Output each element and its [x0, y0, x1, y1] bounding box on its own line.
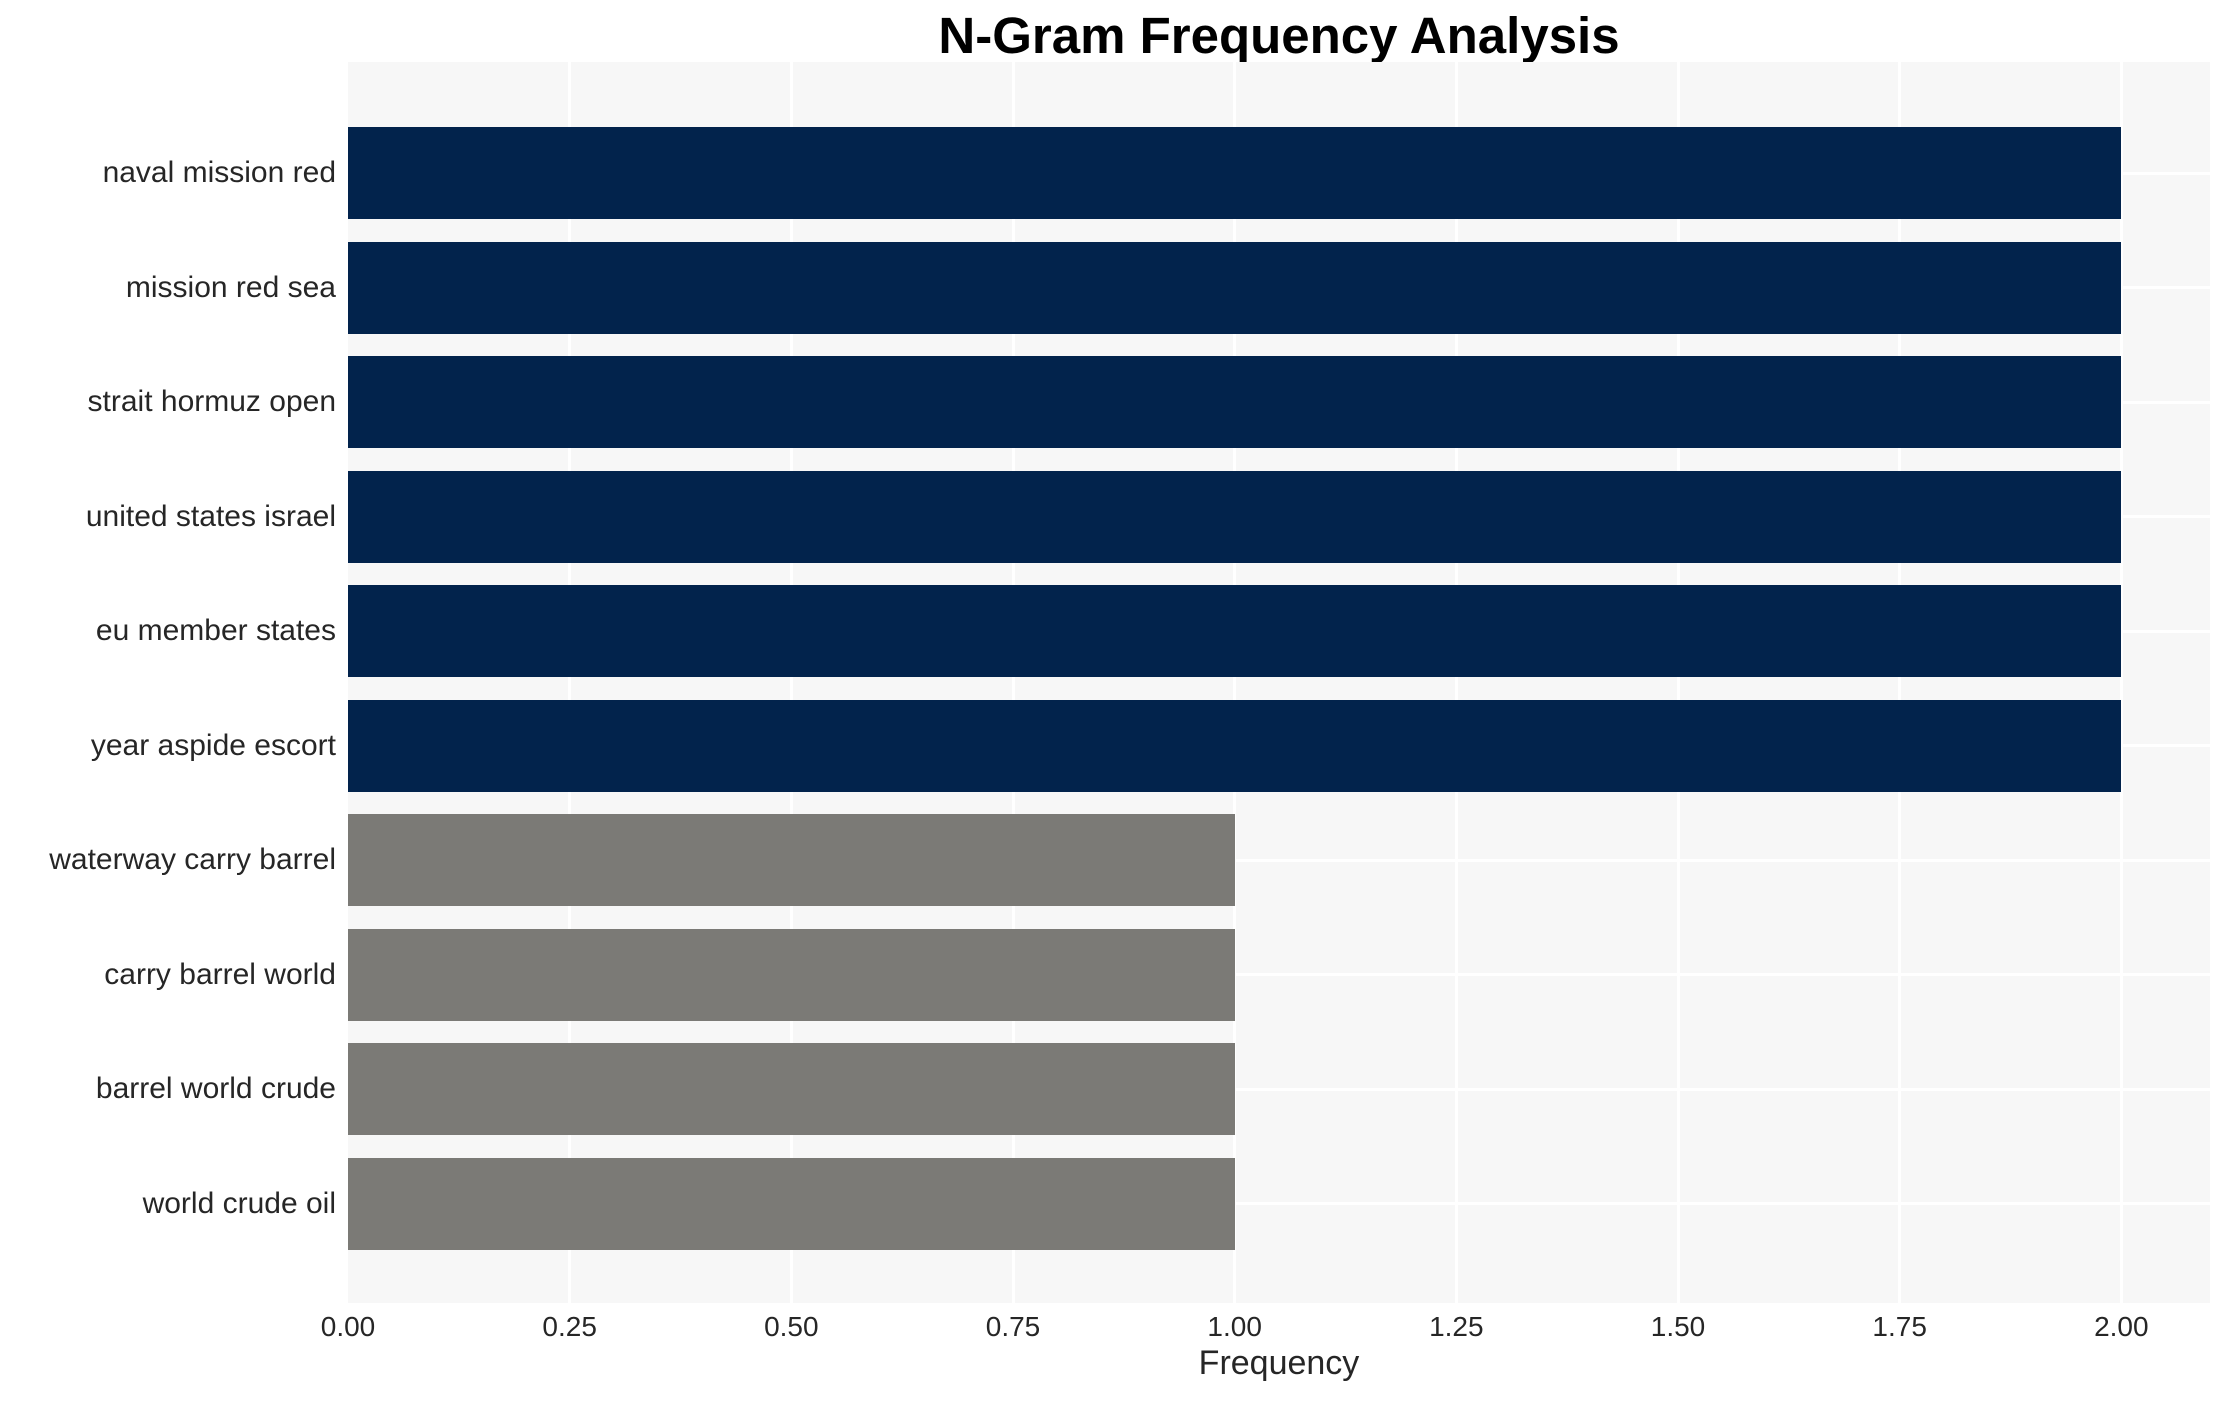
x-tick-label: 2.00: [2094, 1311, 2149, 1342]
gridline-vertical: [1454, 62, 1458, 1303]
bar: [348, 470, 2122, 563]
x-tick-label: 1.00: [1207, 1311, 1262, 1342]
x-tick-label: 0.50: [764, 1311, 819, 1342]
y-tick-label: year aspide escort: [90, 728, 336, 762]
chart-title: N-Gram Frequency Analysis: [938, 7, 1620, 64]
gridline-horizontal: [348, 973, 2210, 976]
x-axis-label: Frequency: [1198, 1344, 1360, 1382]
gridline-vertical: [1233, 62, 1237, 1303]
bar: [348, 699, 2122, 792]
y-tick-label: world crude oil: [142, 1186, 336, 1220]
bar: [348, 1043, 1235, 1135]
y-tick-label: waterway carry barrel: [49, 843, 336, 876]
y-tick-label: naval mission red: [102, 156, 336, 189]
y-tick-label: mission red sea: [125, 270, 336, 304]
bar: [348, 928, 1235, 1021]
gridline-vertical: [568, 62, 572, 1303]
x-tick-label: 0.25: [542, 1311, 597, 1342]
bar: [348, 814, 1235, 906]
gridline-horizontal: [348, 1087, 2210, 1091]
gridline-vertical: [1011, 62, 1015, 1303]
bar: [348, 1157, 1235, 1250]
y-tick-label: carry barrel world: [104, 957, 336, 991]
x-tick-label: 0.75: [985, 1311, 1041, 1342]
y-tick-label: strait hormuz open: [87, 385, 336, 418]
gridline-vertical: [789, 62, 793, 1303]
gridline-vertical: [1898, 62, 1902, 1303]
bar: [348, 585, 2122, 677]
gridline-horizontal: [348, 1202, 2210, 1205]
y-tick-label: barrel world crude: [95, 1072, 336, 1105]
x-tick-label: 1.75: [1872, 1311, 1927, 1342]
gridline-vertical: [2119, 62, 2123, 1303]
x-tick-label: 0.00: [320, 1311, 376, 1342]
gridline-vertical: [1676, 62, 1680, 1303]
bar: [348, 241, 2122, 334]
x-tick-label: 1.25: [1429, 1311, 1484, 1342]
plot-area: [348, 62, 2210, 1303]
y-tick-label: eu member states: [95, 614, 336, 647]
x-tick-label: 1.50: [1650, 1311, 1706, 1342]
y-tick-label: united states israel: [85, 499, 336, 533]
bar: [348, 356, 2122, 448]
gridline-horizontal: [348, 858, 2210, 862]
bar: [348, 127, 2122, 219]
